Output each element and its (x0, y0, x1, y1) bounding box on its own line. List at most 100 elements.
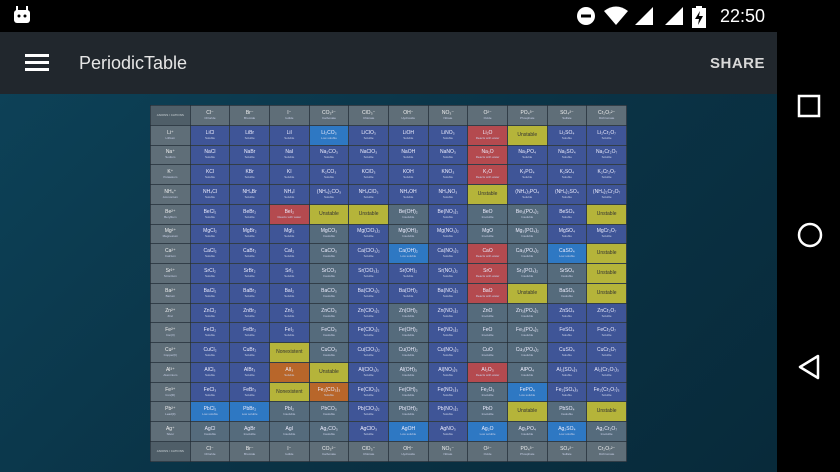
compound-cell[interactable]: FeBr₂ Soluble (229, 322, 270, 344)
cation-header-5[interactable]: Mg²⁺ Magnesium (150, 223, 191, 245)
compound-cell[interactable]: AlBr₃ Soluble (229, 361, 270, 383)
compound-cell[interactable]: CuO Insoluble (467, 342, 508, 363)
compound-cell[interactable]: Pb(NO₃)₂ Soluble (427, 401, 469, 423)
compound-cell[interactable]: AgNO₃ Soluble (427, 421, 469, 443)
compound-cell[interactable]: (NH₄)₂SO₄ Soluble (546, 184, 588, 205)
compound-cell[interactable]: Unstable (586, 282, 627, 304)
compound-cell[interactable]: MgSO₄ Soluble (546, 223, 588, 245)
compound-cell[interactable]: PbSO₄ Insoluble (546, 401, 588, 423)
compound-cell[interactable]: Zn(ClO₃)₂ Soluble (348, 302, 389, 324)
compound-cell[interactable]: Unstable (506, 401, 548, 423)
compound-cell[interactable]: Be(OH)₂ Insoluble (387, 203, 429, 225)
compound-cell[interactable]: KNO₃ Soluble (427, 164, 469, 186)
compound-cell[interactable]: SrCO₃ Insoluble (308, 263, 350, 284)
compound-cell[interactable]: Fe(ClO₃)₃ Soluble (348, 381, 389, 403)
compound-cell[interactable]: Nonexistent (268, 342, 310, 363)
compound-cell[interactable]: AgBr Insoluble (229, 421, 270, 443)
compound-cell[interactable]: ZnCl₂ Soluble (189, 302, 231, 324)
cation-header-8[interactable]: Ba²⁺ Barium (150, 282, 191, 304)
recents-button-icon[interactable] (797, 94, 821, 118)
compound-cell[interactable]: MgI₂ Soluble (268, 223, 310, 245)
compound-cell[interactable]: KI Soluble (268, 164, 310, 186)
compound-cell[interactable]: K₂O Reacts with water (467, 164, 508, 186)
compound-cell[interactable]: NH₄NO₃ Soluble (427, 184, 469, 205)
compound-cell[interactable]: LiNO₃ Soluble (427, 124, 469, 146)
compound-cell[interactable]: Mg(NO₃)₂ Soluble (427, 223, 469, 245)
compound-cell[interactable]: LiOH Soluble (387, 124, 429, 146)
compound-cell[interactable]: CaCl₂ Soluble (189, 243, 231, 265)
compound-cell[interactable]: Ba(ClO₃)₂ Soluble (348, 282, 389, 304)
compound-cell[interactable]: Al(OH)₃ Insoluble (387, 361, 429, 383)
anion-header-5[interactable]: OH⁻ Hydroxide (387, 441, 429, 462)
compound-cell[interactable]: Cu(ClO₃)₂ Soluble (348, 342, 389, 363)
compound-cell[interactable]: FeO Insoluble (467, 322, 508, 344)
compound-cell[interactable]: Fe(OH)₃ Insoluble (387, 381, 429, 403)
compound-cell[interactable]: SrCl₂ Soluble (189, 263, 231, 284)
compound-cell[interactable]: BeCl₂ Soluble (189, 203, 231, 225)
compound-cell[interactable]: Al(ClO₃)₃ Soluble (348, 361, 389, 383)
anion-header-7[interactable]: O²⁻ Oxide (467, 105, 508, 126)
compound-cell[interactable]: Fe₂O₃ Insoluble (467, 381, 508, 403)
cation-header-12[interactable]: Al³⁺ Aluminium (150, 361, 191, 383)
compound-cell[interactable]: Unstable (586, 263, 627, 284)
compound-cell[interactable]: Li₂SO₄ Soluble (546, 124, 588, 146)
cation-header-4[interactable]: Be²⁺ Beryllium (150, 203, 191, 225)
compound-cell[interactable]: CaI₂ Soluble (268, 243, 310, 265)
compound-cell[interactable]: K₂SO₄ Soluble (546, 164, 588, 186)
anion-header-8[interactable]: PO₄³⁻ Phosphate (506, 441, 548, 462)
compound-cell[interactable]: Cu₃(PO₄)₂ Insoluble (506, 342, 548, 363)
compound-cell[interactable]: CuCO₃ Insoluble (308, 342, 350, 363)
back-button-icon[interactable] (797, 354, 821, 380)
compound-cell[interactable]: Unstable (586, 203, 627, 225)
compound-cell[interactable]: NH₄OH Soluble (387, 184, 429, 205)
compound-cell[interactable]: Unstable (467, 184, 508, 205)
compound-cell[interactable]: Al(NO₃)₃ Soluble (427, 361, 469, 383)
compound-cell[interactable]: Zn(NO₃)₂ Soluble (427, 302, 469, 324)
compound-cell[interactable]: LiBr Soluble (229, 124, 270, 146)
compound-cell[interactable]: K₃PO₄ Soluble (506, 164, 548, 186)
anion-header-9[interactable]: SO₄²⁻ Sulfate (546, 105, 588, 126)
anion-header-8[interactable]: PO₄³⁻ Phosphate (506, 105, 548, 126)
compound-cell[interactable]: Sr(OH)₂ Soluble (387, 263, 429, 284)
compound-cell[interactable]: BeSO₄ Soluble (546, 203, 588, 225)
compound-cell[interactable]: Ag₃PO₄ Insoluble (506, 421, 548, 443)
compound-cell[interactable]: BeO Insoluble (467, 203, 508, 225)
compound-cell[interactable]: Na₂CO₃ Soluble (308, 144, 350, 166)
compound-cell[interactable]: FeBr₃ Soluble (229, 381, 270, 403)
compound-cell[interactable]: Li₂CO₃ Low soluble (308, 124, 350, 146)
anion-header-1[interactable]: Br⁻ Bromide (229, 441, 270, 462)
compound-cell[interactable]: Unstable (586, 243, 627, 265)
compound-cell[interactable]: SrO Reacts with water (467, 263, 508, 284)
compound-cell[interactable]: Ag₂CO₃ Insoluble (308, 421, 350, 443)
compound-cell[interactable]: NaBr Soluble (229, 144, 270, 166)
compound-cell[interactable]: FeCl₂ Soluble (189, 322, 231, 344)
compound-cell[interactable]: FeCO₃ Insoluble (308, 322, 350, 344)
compound-cell[interactable]: FeCl₃ Soluble (189, 381, 231, 403)
compound-cell[interactable]: AlPO₄ Insoluble (506, 361, 548, 383)
compound-cell[interactable]: CuCl₂ Soluble (189, 342, 231, 363)
compound-cell[interactable]: Mg(OH)₂ Insoluble (387, 223, 429, 245)
anion-header-7[interactable]: O²⁻ Oxide (467, 441, 508, 462)
compound-cell[interactable]: CuSO₄ Soluble (546, 342, 588, 363)
compound-cell[interactable]: Unstable (506, 124, 548, 146)
anion-header-2[interactable]: I⁻ Iodide (268, 441, 310, 462)
compound-cell[interactable]: KBr Soluble (229, 164, 270, 186)
cation-header-15[interactable]: Ag⁺ Silver (150, 421, 191, 443)
compound-cell[interactable]: BaBr₂ Soluble (229, 282, 270, 304)
compound-cell[interactable]: BaCO₃ Insoluble (308, 282, 350, 304)
compound-cell[interactable]: FeI₂ Soluble (268, 322, 310, 344)
compound-cell[interactable]: Unstable (586, 401, 627, 423)
compound-cell[interactable]: Nonexistent (268, 381, 310, 403)
cation-header-0[interactable]: Li⁺ Lithium (150, 124, 191, 146)
cation-header-9[interactable]: Zn²⁺ Zinc (150, 302, 191, 324)
compound-cell[interactable]: FeSO₄ Soluble (546, 322, 588, 344)
compound-cell[interactable]: Fe(NO₃)₂ Soluble (427, 322, 469, 344)
cation-header-3[interactable]: NH₄⁺ Ammonium (150, 184, 191, 205)
compound-cell[interactable]: Li₂Cr₂O₇ Soluble (586, 124, 627, 146)
compound-cell[interactable]: ZnO Insoluble (467, 302, 508, 324)
compound-cell[interactable]: ZnI₂ Soluble (268, 302, 310, 324)
anion-header-4[interactable]: ClO₃⁻ Chlorate (348, 105, 389, 126)
compound-cell[interactable]: Al₂O₃ Reacts with water (467, 361, 508, 383)
compound-cell[interactable]: CuBr₂ Soluble (229, 342, 270, 363)
anion-header-2[interactable]: I⁻ Iodide (268, 105, 310, 126)
